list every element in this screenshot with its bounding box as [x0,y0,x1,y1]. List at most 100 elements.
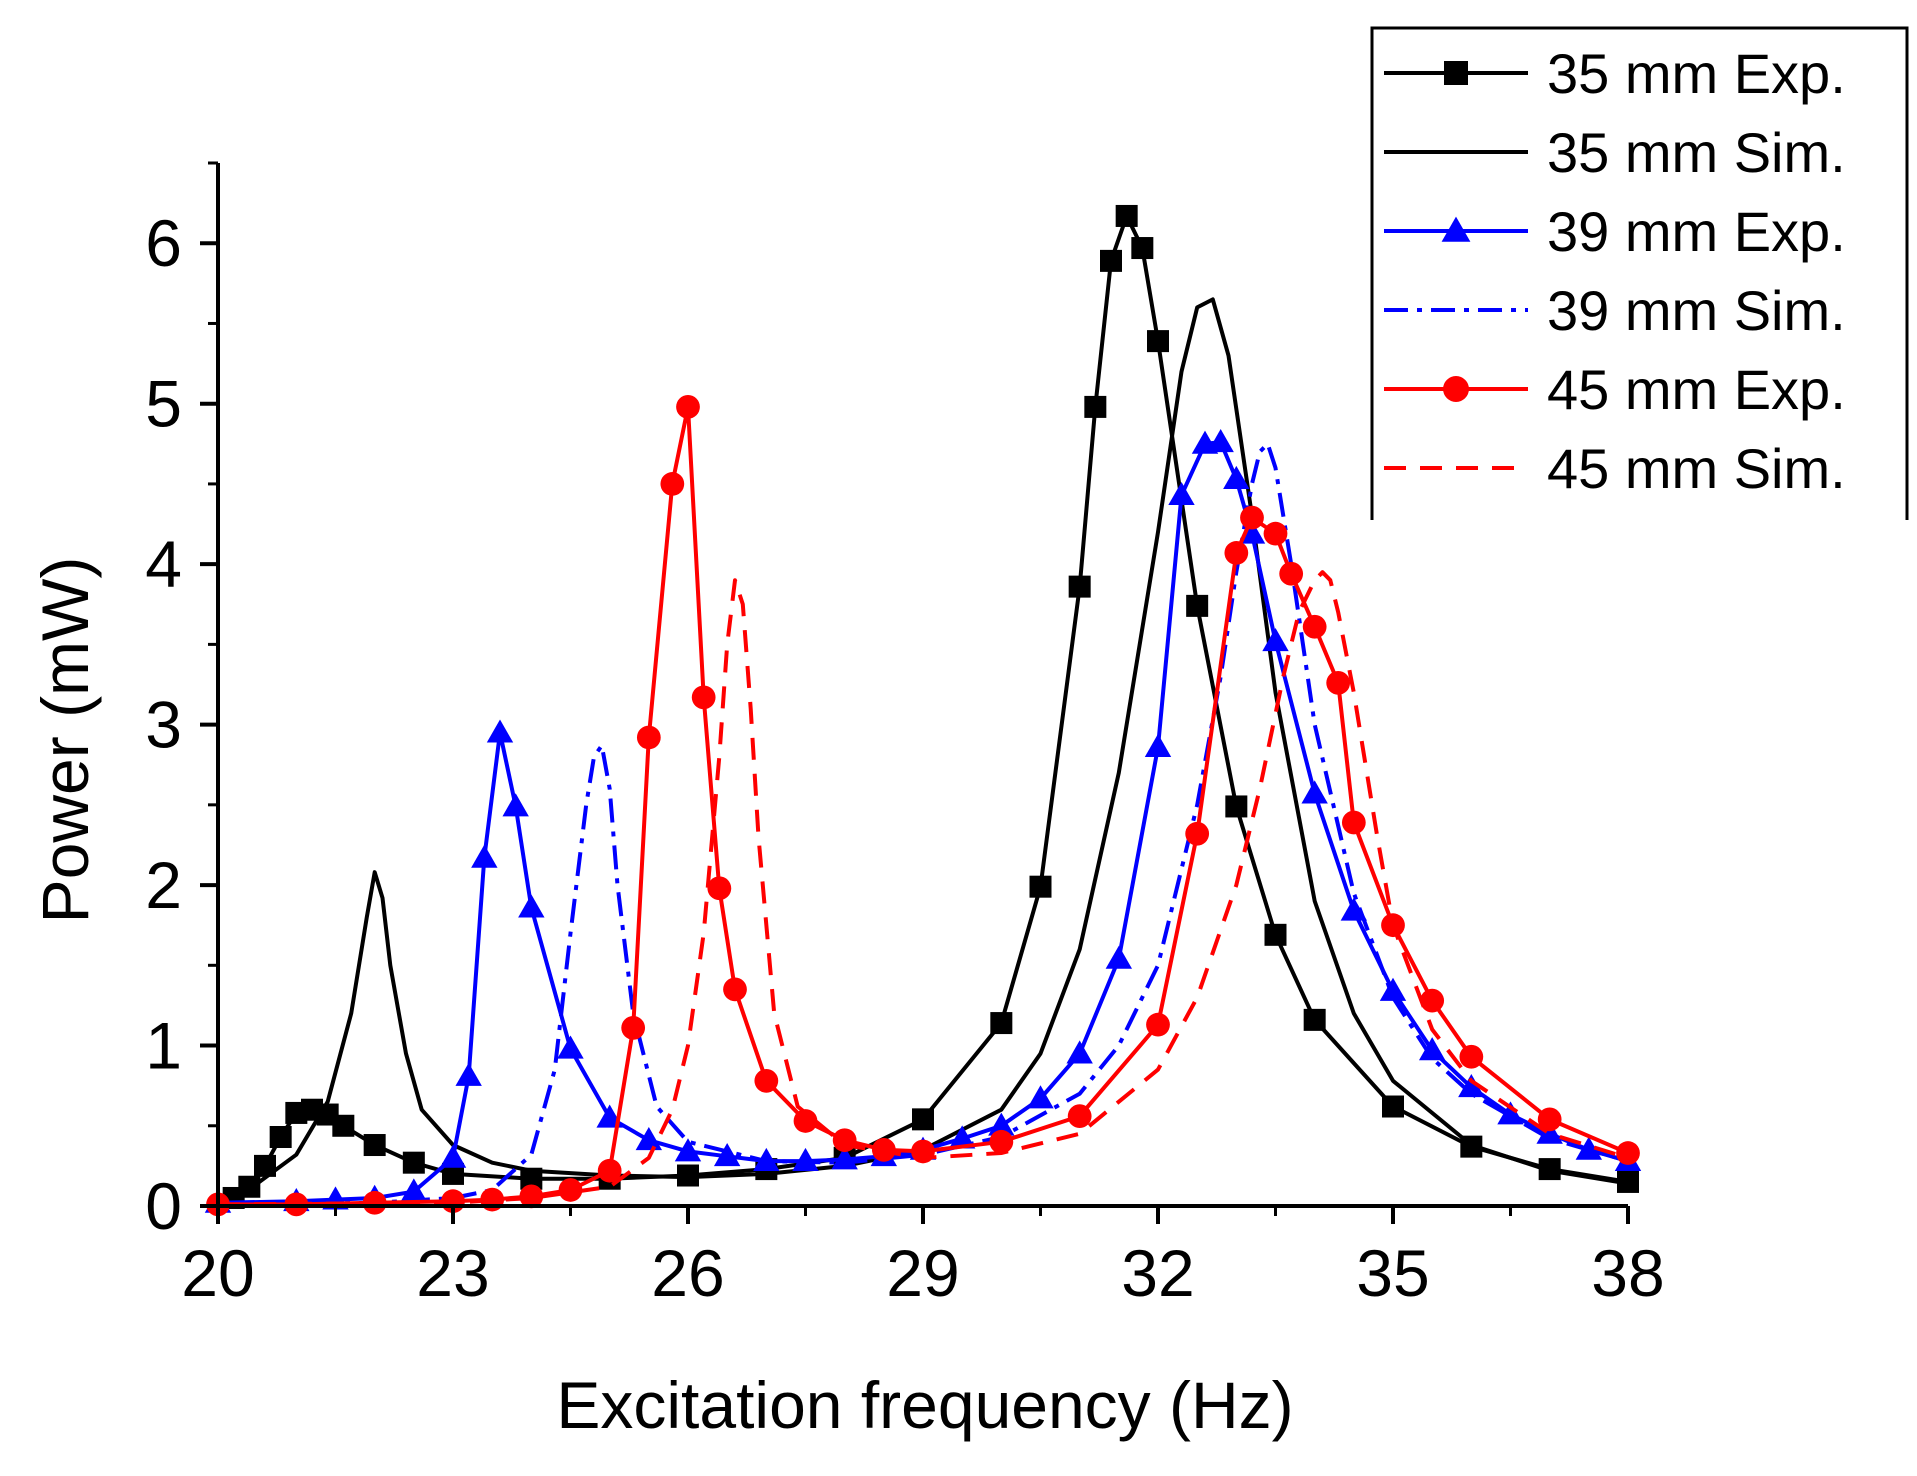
data-point-35-mm-exp [1225,795,1248,818]
legend-label: 39 mm Sim. [1547,279,1846,342]
data-point-45-mm-exp [676,395,700,419]
data-point-39-mm-exp [1262,627,1289,652]
y-tick-label: 5 [145,367,182,441]
legend-marker [1444,61,1468,85]
legend-label: 39 mm Exp. [1547,200,1846,263]
y-tick-label: 0 [145,1169,182,1243]
data-point-45-mm-exp [519,1184,544,1209]
data-point-45-mm-exp [1459,1044,1484,1069]
data-point-45-mm-exp [832,1128,857,1153]
x-tick-label: 32 [1121,1236,1194,1310]
x-tick-label: 20 [181,1236,254,1310]
data-point-35-mm-exp [1186,594,1209,617]
data-point-35-mm-exp [1147,330,1169,353]
data-point-39-mm-exp [713,1143,741,1167]
data-point-35-mm-exp [1115,204,1138,227]
data-point-39-mm-exp [1027,1085,1054,1109]
data-point-45-mm-exp [597,1158,622,1183]
data-point-45-mm-exp [636,725,661,750]
legend-label: 45 mm Exp. [1547,358,1846,421]
data-point-45-mm-exp [754,1068,779,1093]
legend-marker [1441,216,1471,242]
data-point-35-mm-exp [269,1126,292,1149]
data-point-35-mm-exp [1264,923,1287,946]
data-point-39-mm-exp [455,1062,482,1086]
data-point-39-mm-exp [988,1112,1015,1136]
data-point-39-mm-exp [439,1144,467,1168]
data-point-35-mm-exp [332,1114,355,1137]
data-point-45-mm-exp [1420,988,1445,1013]
data-point-39-mm-exp [1536,1120,1563,1144]
data-point-39-mm-exp [1066,1040,1093,1064]
data-point-45-mm-exp [1279,561,1304,586]
y-tick-label: 6 [145,206,182,280]
data-point-39-mm-exp [1207,429,1234,453]
legend-item-35-mm-exp: 35 mm Exp. [1384,42,1846,105]
x-tick-label: 23 [416,1236,489,1310]
data-point-39-mm-exp [792,1147,819,1171]
data-point-45-mm-exp [1224,541,1249,565]
legend-label: 35 mm Exp. [1547,42,1846,105]
x-tick-label: 26 [651,1236,724,1310]
data-point-45-mm-exp [1240,505,1264,530]
data-point-45-mm-exp [1185,821,1210,846]
data-point-39-mm-exp [674,1138,702,1162]
data-point-39-mm-exp [1238,520,1266,544]
series-45-mm-sim [217,570,1629,1207]
data-point-45-mm-exp [1341,810,1366,835]
legend-marker [1443,376,1469,402]
legend-item-35-mm-sim: 35 mm Sim. [1384,121,1846,184]
data-point-45-mm-exp [707,876,732,901]
data-point-39-mm-exp [502,793,529,817]
data-point-39-mm-exp [1168,481,1195,506]
legend-item-39-mm-exp: 39 mm Exp. [1384,200,1846,263]
data-point-35-mm-exp [1131,237,1154,260]
data-point-35-mm-exp [1100,249,1122,272]
data-point-45-mm-exp [1067,1104,1092,1129]
x-axis-title: Excitation frequency (Hz) [556,1368,1293,1442]
y-tick-label: 1 [145,1009,182,1083]
y-axis-title: Power (mW) [28,557,102,924]
data-point-45-mm-exp [1326,671,1351,695]
data-point-35-mm-exp [363,1134,386,1157]
data-point-45-mm-exp [558,1178,583,1202]
series-line-45-mm-exp [218,404,1629,1207]
legend: 35 mm Exp. 35 mm Sim. 39 mm Exp. 39 mm Sim.… [1370,26,1909,520]
data-point-39-mm-exp [518,894,545,918]
data-point-45-mm-exp [793,1109,818,1133]
data-point-35-mm-exp [1068,575,1091,598]
data-point-39-mm-exp [1301,780,1328,804]
data-point-39-mm-exp [1223,465,1250,490]
data-point-39-mm-exp [486,719,514,743]
data-point-45-mm-exp [723,977,747,1002]
data-point-45-mm-exp [1146,1012,1170,1037]
data-point-39-mm-exp [1418,1037,1446,1061]
data-point-35-mm-exp [402,1151,425,1174]
series-line-39-mm-sim [217,441,1629,1207]
data-point-35-mm-exp [990,1012,1013,1035]
data-point-35-mm-exp [442,1162,464,1185]
data-point-39-mm-exp [1105,945,1133,969]
data-point-45-mm-exp [1263,521,1288,546]
legend-item-45-mm-exp: 45 mm Exp. [1384,358,1846,421]
data-point-45-mm-exp [621,1016,646,1040]
data-point-39-mm-exp [1497,1101,1524,1125]
data-point-39-mm-exp [1458,1074,1485,1098]
y-tick-label: 2 [145,848,182,922]
series-line-45-mm-sim [217,570,1629,1207]
data-point-39-mm-exp [1379,977,1407,1001]
y-tick-label: 3 [145,688,182,762]
data-point-45-mm-exp [1616,1141,1640,1165]
data-point-35-mm-exp [912,1108,934,1131]
legend-label: 35 mm Sim. [1547,121,1846,184]
data-point-35-mm-exp [1382,1095,1404,1118]
data-point-39-mm-exp [471,844,498,868]
data-point-35-mm-exp [1303,1008,1326,1031]
data-point-35-mm-exp [1029,875,1052,898]
data-point-45-mm-exp [1537,1107,1562,1132]
legend-item-39-mm-sim: 39 mm Sim. [1384,279,1846,342]
data-point-45-mm-exp [691,685,716,710]
series-line-39-mm-exp [217,440,1629,1205]
